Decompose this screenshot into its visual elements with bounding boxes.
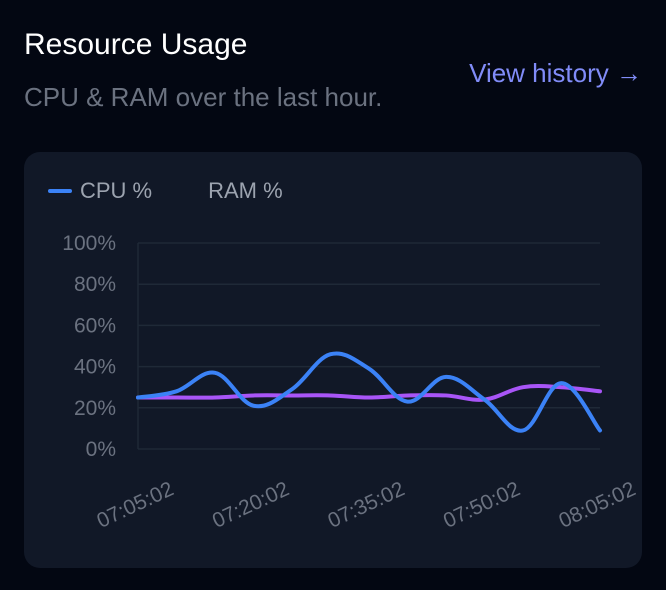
y-tick-label: 40% bbox=[74, 356, 116, 379]
y-tick-label: 80% bbox=[74, 273, 116, 296]
y-tick-label: 60% bbox=[74, 314, 116, 337]
chart-legend: CPU % RAM % bbox=[48, 178, 339, 204]
ram-series-line bbox=[136, 384, 602, 402]
y-tick-label: 0% bbox=[86, 438, 116, 461]
y-tick-label: 100% bbox=[62, 232, 116, 255]
legend-item-ram[interactable]: RAM % bbox=[208, 178, 283, 204]
chart-card: CPU % RAM % 0% 20% 40% 60% 80% 100% 07:05:02 0… bbox=[24, 152, 642, 568]
view-history-link[interactable]: View history → bbox=[469, 58, 642, 88]
legend-swatch-cpu bbox=[48, 189, 72, 193]
x-tick-label: 07:35:02 bbox=[324, 477, 408, 532]
page-title: Resource Usage bbox=[24, 28, 248, 61]
cpu-series-line bbox=[136, 351, 602, 433]
x-tick-label: 07:20:02 bbox=[209, 477, 293, 532]
legend-item-cpu[interactable]: CPU % bbox=[48, 178, 152, 204]
legend-label-cpu: CPU % bbox=[80, 178, 153, 203]
x-tick-label: 07:50:02 bbox=[440, 477, 524, 532]
x-tick-label: 08:05:02 bbox=[555, 477, 639, 532]
y-tick-label: 20% bbox=[74, 397, 116, 420]
line-chart: 0% 20% 40% 60% 80% 100% 07:05:02 07:20:02 07:35… bbox=[62, 232, 639, 533]
x-tick-label: 07:05:02 bbox=[93, 477, 177, 532]
legend-label-ram: RAM % bbox=[208, 178, 283, 203]
page-subtitle: CPU & RAM over the last hour. bbox=[24, 82, 383, 112]
